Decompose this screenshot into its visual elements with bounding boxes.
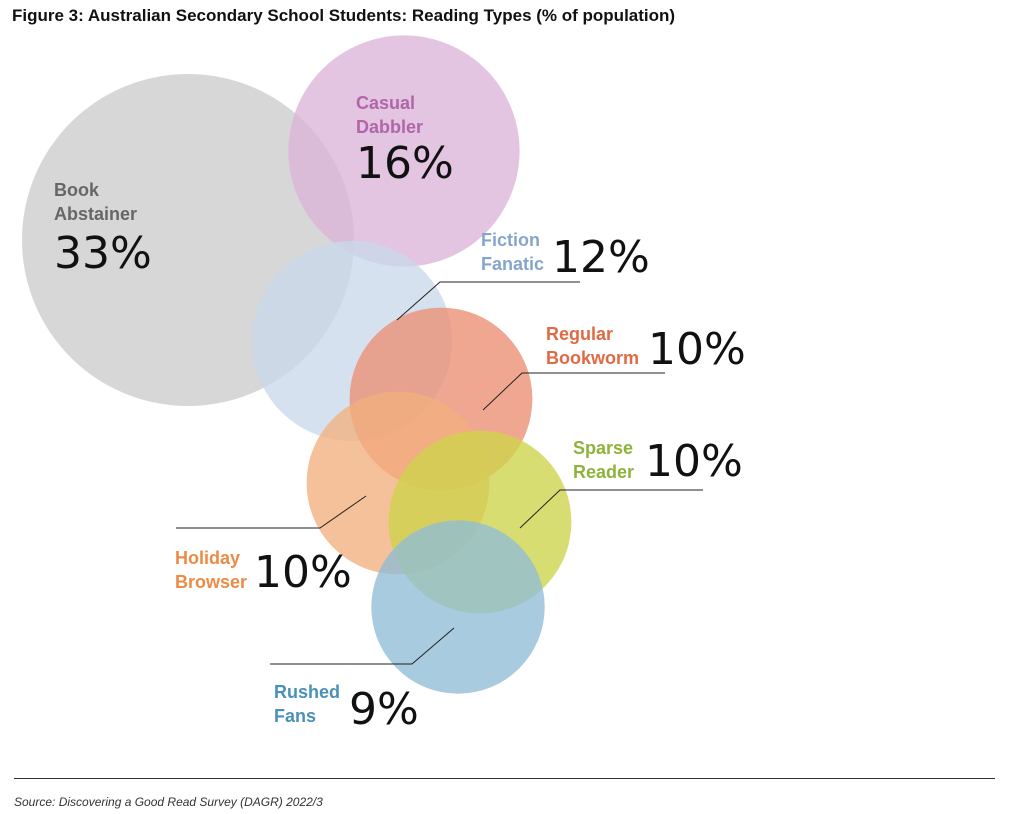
label-book-abstainer: Book Abstainer	[54, 180, 137, 224]
bubble-casual-dabbler	[288, 35, 520, 267]
value-label-book-abstainer: 33%	[54, 228, 152, 279]
label-rushed-fans: Rushed Fans	[274, 682, 340, 726]
chart-title: Figure 3: Australian Secondary School St…	[12, 6, 676, 25]
label-line: Fanatic	[481, 254, 544, 274]
callout-lines-group	[176, 281, 703, 665]
label-line: Browser	[175, 572, 247, 592]
label-casual-dabbler: Casual Dabbler	[356, 93, 423, 137]
label-line: Reader	[573, 462, 634, 482]
value-label-casual-dabbler: 16%	[356, 138, 454, 189]
label-line: Fiction	[481, 230, 540, 250]
label-line: Sparse	[573, 438, 633, 458]
label-line: Fans	[274, 706, 316, 726]
label-line: Holiday	[175, 548, 240, 568]
label-fiction-fanatic: Fiction Fanatic	[481, 230, 544, 274]
value-label-holiday-browser: 10%	[254, 547, 352, 598]
label-line: Abstainer	[54, 204, 137, 224]
label-line: Book	[54, 180, 100, 200]
source-note: Source: Discovering a Good Read Survey (…	[14, 795, 323, 809]
label-line: Rushed	[274, 682, 340, 702]
callout-line-sparse-reader	[519, 489, 703, 529]
value-label-regular-bookworm: 10%	[648, 324, 746, 375]
label-line: Bookworm	[546, 348, 639, 368]
footer-divider	[14, 778, 995, 779]
label-line: Casual	[356, 93, 415, 113]
label-holiday-browser: Holiday Browser	[175, 548, 247, 592]
bubble-rushed-fans	[371, 520, 545, 694]
callout-line-holiday-browser	[176, 495, 367, 529]
bubbles-group	[22, 35, 572, 694]
label-line: Dabbler	[356, 117, 423, 137]
value-label-fiction-fanatic: 12%	[552, 232, 650, 283]
label-sparse-reader: Sparse Reader	[573, 438, 634, 482]
value-label-rushed-fans: 9%	[349, 684, 419, 735]
callout-line-regular-bookworm	[482, 372, 665, 411]
callout-line-fiction-fanatic	[396, 281, 580, 321]
value-label-sparse-reader: 10%	[645, 436, 743, 487]
callout-line-rushed-fans	[270, 627, 455, 665]
label-regular-bookworm: Regular Bookworm	[546, 324, 639, 368]
label-line: Regular	[546, 324, 613, 344]
